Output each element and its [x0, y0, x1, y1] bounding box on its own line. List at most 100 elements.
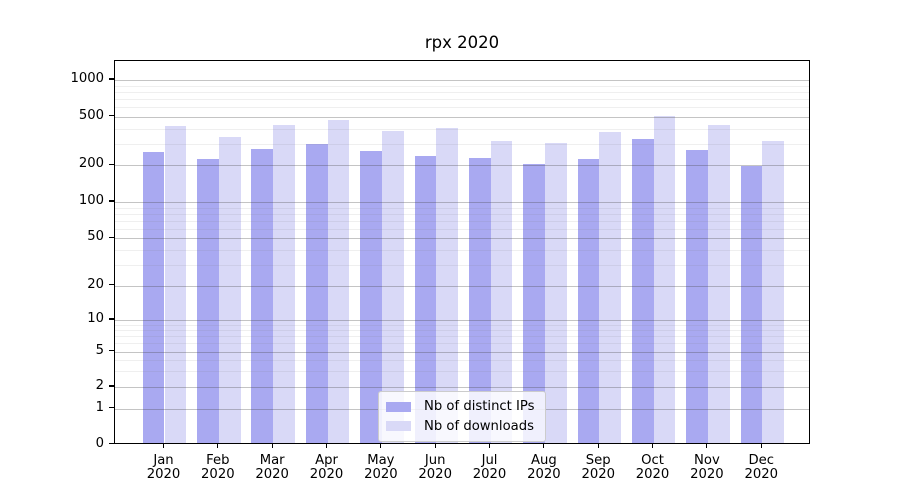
minor-gridline — [115, 143, 809, 145]
y-tick-label: 100 — [78, 193, 104, 208]
bar-nb-of-distinct-ips — [577, 158, 600, 443]
chart-title: rpx 2020 — [424, 33, 500, 52]
y-tick-mark — [109, 78, 114, 80]
x-tick-label: Mar 2020 — [255, 453, 289, 482]
legend-item: Nb of distinct IPs — [386, 397, 535, 417]
bar-nb-of-downloads — [381, 131, 404, 443]
bar-nb-of-downloads — [490, 141, 513, 443]
x-tick-label: Apr 2020 — [309, 453, 344, 482]
y-tick-mark — [109, 236, 114, 238]
x-tick-mark — [325, 443, 328, 448]
bar-nb-of-distinct-ips — [360, 150, 382, 443]
plot-area — [114, 60, 810, 444]
x-tick-label: May 2020 — [364, 453, 398, 482]
x-tick-label: Dec 2020 — [744, 453, 779, 482]
y-tick-label: 500 — [78, 107, 104, 123]
minor-gridline — [115, 128, 809, 130]
major-gridline — [115, 387, 809, 388]
minor-gridline — [115, 264, 809, 266]
x-tick-mark — [162, 443, 165, 448]
x-tick-label: Sep 2020 — [581, 453, 615, 482]
bar-nb-of-downloads — [544, 142, 567, 443]
y-tick-mark — [109, 283, 114, 286]
y-tick-mark — [109, 350, 114, 352]
x-tick-mark — [706, 443, 708, 448]
y-tick-mark — [109, 385, 114, 387]
minor-gridline — [115, 207, 809, 209]
y-tick-label: 1 — [95, 399, 104, 415]
x-tick-label: Jul 2020 — [472, 453, 507, 482]
bar-nb-of-distinct-ips — [414, 156, 437, 443]
legend-label: Nb of distinct IPs — [424, 399, 535, 415]
x-tick-label: Feb 2020 — [201, 453, 235, 482]
legend: Nb of distinct IPs Nb of downloads — [378, 391, 546, 442]
x-tick-label: Nov 2020 — [690, 453, 724, 482]
legend-swatch-nb-of-distinct-ips — [386, 401, 411, 412]
bar-nb-of-downloads — [273, 124, 295, 443]
y-tick-mark — [109, 163, 114, 165]
x-tick-label: Jan 2020 — [146, 453, 181, 482]
x-tick-mark — [271, 443, 273, 448]
minor-gridline — [115, 98, 809, 100]
major-gridline — [115, 351, 809, 353]
y-tick-label: 0 — [95, 435, 104, 451]
major-gridline — [115, 116, 809, 118]
y-tick-label: 50 — [87, 229, 104, 245]
bar-nb-of-distinct-ips — [305, 144, 328, 443]
x-tick-mark — [651, 443, 654, 448]
minor-gridline — [115, 220, 809, 222]
legend-label: Nb of downloads — [424, 418, 534, 434]
major-gridline — [115, 320, 809, 321]
x-tick-mark — [597, 443, 599, 448]
major-gridline — [115, 285, 809, 287]
bar-nb-of-downloads — [436, 127, 458, 443]
y-tick-mark — [109, 200, 114, 202]
y-tick-label: 20 — [87, 276, 104, 292]
bar-nb-of-distinct-ips — [523, 164, 545, 443]
y-tick-label: 200 — [78, 156, 104, 172]
minor-gridline — [115, 85, 809, 87]
bar-nb-of-downloads — [599, 132, 621, 443]
y-tick-label: 1000 — [70, 71, 104, 86]
y-tick-label: 2 — [95, 378, 104, 393]
bar-nb-of-distinct-ips — [142, 151, 165, 443]
minor-gridline — [115, 343, 809, 345]
bar-nb-of-distinct-ips — [740, 166, 763, 443]
major-gridline — [115, 202, 809, 203]
bar-nb-of-downloads — [653, 115, 676, 443]
minor-gridline — [115, 360, 809, 362]
bar-nb-of-distinct-ips — [251, 148, 274, 443]
x-tick-mark — [217, 443, 219, 448]
x-tick-label: Jun 2020 — [418, 453, 452, 482]
major-gridline — [115, 238, 809, 240]
bar-nb-of-distinct-ips — [468, 157, 491, 443]
minor-gridline — [115, 91, 809, 93]
bar-nb-of-distinct-ips — [631, 138, 654, 443]
legend-item: Nb of downloads — [386, 417, 535, 437]
major-gridline — [115, 80, 809, 81]
minor-gridline — [115, 371, 809, 373]
x-tick-mark — [488, 443, 491, 448]
y-tick-label: 5 — [95, 342, 104, 358]
major-gridline — [115, 165, 809, 167]
x-tick-mark — [760, 443, 762, 448]
x-tick-mark — [434, 443, 436, 448]
x-tick-mark — [380, 443, 382, 448]
minor-gridline — [115, 249, 809, 251]
bar-nb-of-downloads — [707, 125, 730, 443]
minor-gridline — [115, 336, 809, 338]
minor-gridline — [115, 228, 809, 230]
bar-nb-of-downloads — [218, 137, 241, 443]
y-tick-mark — [109, 442, 114, 445]
y-tick-mark — [109, 115, 114, 117]
bar-nb-of-downloads — [327, 119, 350, 443]
legend-swatch-nb-of-downloads — [386, 421, 411, 432]
minor-gridline — [115, 330, 809, 332]
minor-gridline — [115, 324, 809, 326]
bar-nb-of-downloads — [164, 125, 187, 443]
bar-nb-of-distinct-ips — [197, 158, 219, 443]
y-tick-mark — [109, 407, 114, 409]
minor-gridline — [115, 107, 809, 109]
x-tick-label: Oct 2020 — [635, 453, 670, 482]
